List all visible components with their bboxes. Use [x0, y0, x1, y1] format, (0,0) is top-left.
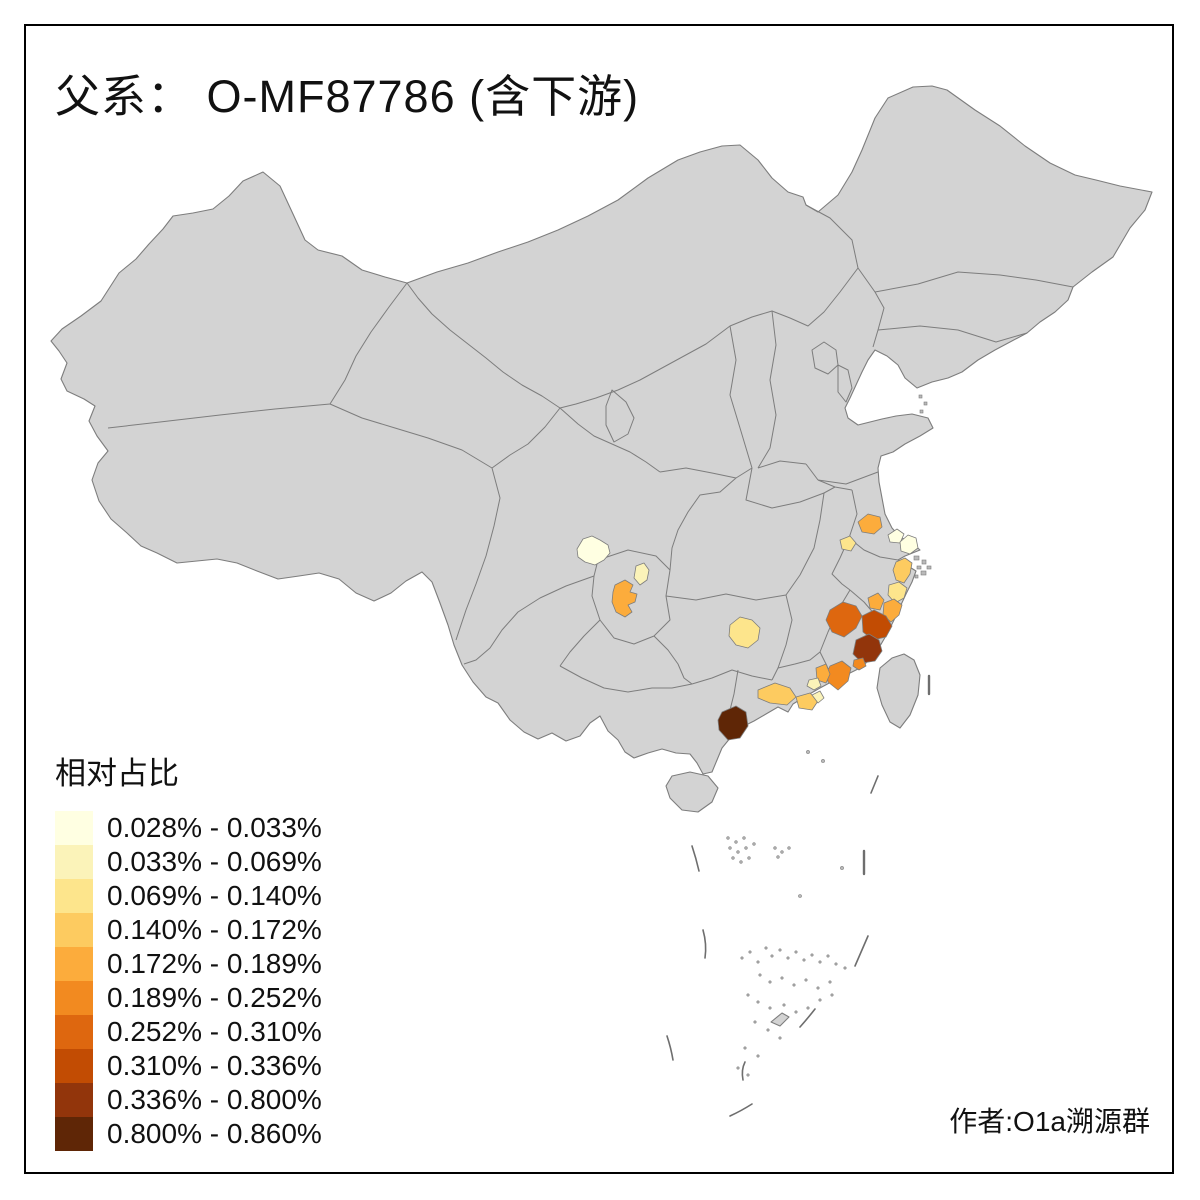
- legend-swatch: [55, 811, 93, 845]
- legend-row: 0.140% - 0.172%: [55, 913, 322, 947]
- region-fuzhou: [861, 609, 893, 641]
- region-guangdong-central-west: [757, 682, 797, 706]
- legend-row: 0.336% - 0.800%: [55, 1083, 322, 1117]
- legend-swatch: [55, 845, 93, 879]
- region-maoming-yangjiang: [717, 705, 749, 741]
- legend-swatch: [55, 1117, 93, 1151]
- bohai-islets: [918, 394, 928, 414]
- legend-swatch: [55, 981, 93, 1015]
- attribution: 作者:O1a溯源群: [949, 1106, 1150, 1137]
- hainan-island: [665, 771, 719, 813]
- legend-label: 0.310% - 0.336%: [107, 1050, 322, 1081]
- region-changsha: [728, 616, 761, 649]
- region-xiamen-coast: [852, 657, 867, 671]
- region-sichuan-east: [633, 562, 650, 586]
- legend-swatch: [55, 913, 93, 947]
- legend-swatch: [55, 947, 93, 981]
- region-nanjing-chuzhou: [857, 513, 883, 535]
- zhoushan-islets: [913, 555, 932, 579]
- legend-label: 0.252% - 0.310%: [107, 1016, 322, 1047]
- plot-frame: [24, 24, 1174, 1174]
- legend-swatch: [55, 1049, 93, 1083]
- legend-row: 0.028% - 0.033%: [55, 811, 322, 845]
- legend-rows: 0.028% - 0.033% 0.033% - 0.069% 0.069% -…: [55, 811, 322, 1151]
- legend-label: 0.800% - 0.860%: [107, 1118, 322, 1149]
- region-chongqing: [611, 579, 638, 618]
- region-shantou-pale: [806, 677, 822, 691]
- region-chengdu: [576, 535, 611, 566]
- region-ningde: [867, 592, 885, 611]
- legend-row: 0.800% - 0.860%: [55, 1117, 322, 1151]
- legend-row: 0.069% - 0.140%: [55, 879, 322, 913]
- legend-label: 0.069% - 0.140%: [107, 880, 322, 911]
- region-quanzhou-putian: [852, 633, 883, 664]
- legend: 相对占比 0.028% - 0.033% 0.033% - 0.069% 0.0…: [55, 748, 322, 1151]
- region-taizhou-zhejiang: [887, 581, 908, 604]
- region-shanghai: [899, 534, 919, 555]
- legend-label: 0.028% - 0.033%: [107, 812, 322, 843]
- south-china-sea-islets: [726, 750, 847, 1077]
- legend-row: 0.033% - 0.069%: [55, 845, 322, 879]
- islands: [665, 394, 932, 1077]
- region-guangdong-central-east: [795, 692, 819, 711]
- page-title: 父系： O-MF87786 (含下游): [55, 71, 640, 122]
- legend-row: 0.310% - 0.336%: [55, 1049, 322, 1083]
- legend-row: 0.252% - 0.310%: [55, 1015, 322, 1049]
- legend-label: 0.336% - 0.800%: [107, 1084, 322, 1115]
- legend-row: 0.189% - 0.252%: [55, 981, 322, 1015]
- taiping-islet: [770, 1012, 790, 1027]
- legend-label: 0.189% - 0.252%: [107, 982, 322, 1013]
- province-borders: [107, 204, 1074, 736]
- legend-label: 0.033% - 0.069%: [107, 846, 322, 877]
- legend-title: 相对占比: [55, 756, 179, 791]
- legend-label: 0.172% - 0.189%: [107, 948, 322, 979]
- legend-row: 0.172% - 0.189%: [55, 947, 322, 981]
- region-nanping-northwest-fujian: [825, 601, 863, 638]
- legend-swatch: [55, 879, 93, 913]
- legend-label: 0.140% - 0.172%: [107, 914, 322, 945]
- region-guangdong-pale-spot: [811, 690, 825, 704]
- colored-regions: [576, 513, 919, 741]
- region-anhui-east: [839, 535, 857, 552]
- nine-dash-line: [666, 674, 931, 1117]
- legend-swatch: [55, 1083, 93, 1117]
- legend-swatch: [55, 1015, 93, 1049]
- region-ningbo: [892, 557, 913, 584]
- region-suzhou: [887, 528, 905, 544]
- taiwan-island: [876, 653, 921, 729]
